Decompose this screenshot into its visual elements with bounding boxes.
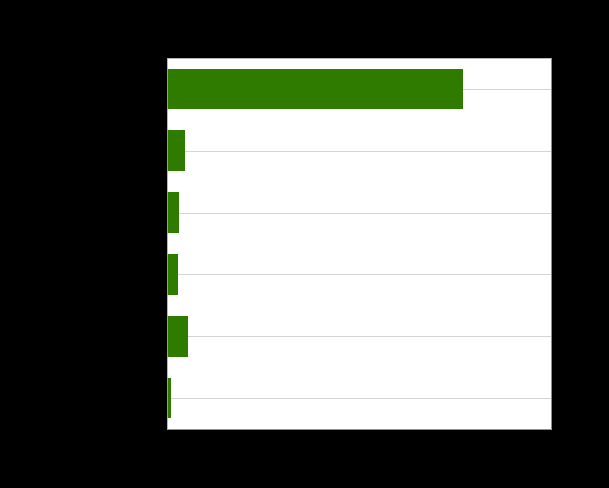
- Bar: [167, 317, 188, 357]
- Bar: [167, 69, 463, 110]
- Bar: [167, 131, 185, 171]
- Bar: [167, 255, 178, 295]
- Bar: [167, 379, 171, 419]
- Bar: [167, 193, 178, 233]
